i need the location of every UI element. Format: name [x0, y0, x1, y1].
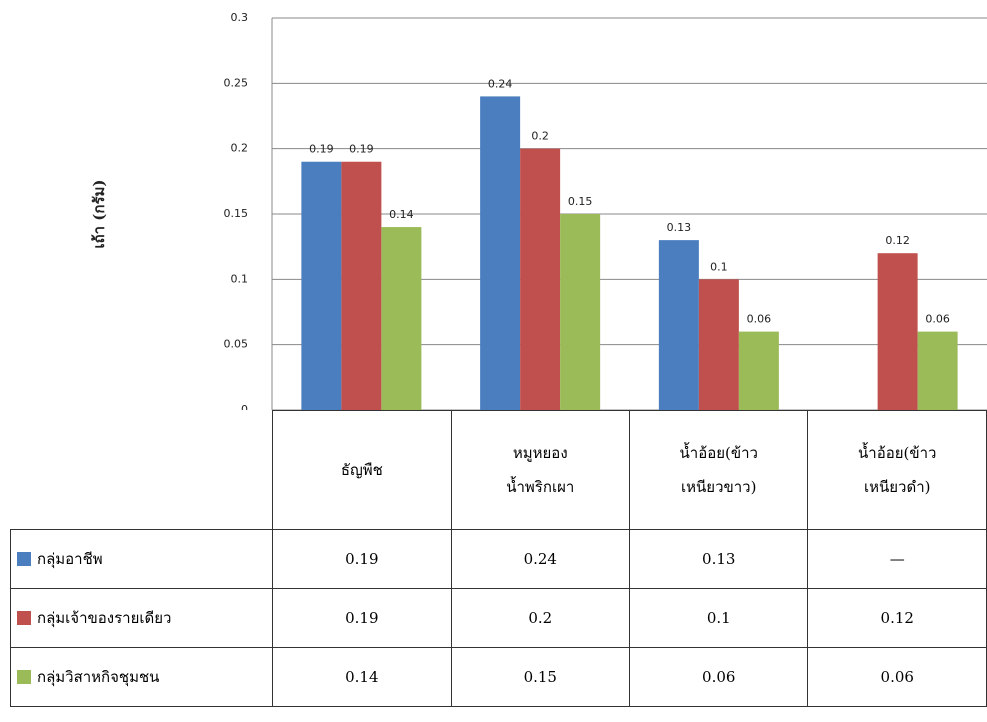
- data-label: 0.14: [389, 208, 414, 221]
- legend-label: กลุ่มอาชีพ: [37, 550, 103, 568]
- y-tick-label: 0.3: [231, 11, 249, 24]
- legend-cell: กลุ่มอาชีพ: [11, 530, 273, 589]
- y-tick-label: 0.15: [224, 207, 249, 220]
- category-label: หมูหยอง น้ำพริกเผา: [451, 411, 629, 530]
- table-value: 0.19: [273, 530, 451, 589]
- table-value: 0.06: [808, 648, 987, 707]
- y-axis-label: เถ้า (กรัม): [90, 179, 108, 248]
- bar: [918, 332, 958, 410]
- data-label: 0.06: [925, 313, 950, 326]
- bar: [878, 253, 918, 410]
- bar: [381, 227, 421, 410]
- table-value: 0.12: [808, 589, 987, 648]
- bar: [341, 162, 381, 410]
- data-label: 0.19: [309, 143, 334, 156]
- data-label: 0.06: [747, 313, 772, 326]
- y-tick-label: 0.05: [224, 338, 249, 351]
- y-tick-label: 0.1: [231, 272, 249, 285]
- data-table: ธัญพืชหมูหยอง น้ำพริกเผาน้ำอ้อย(ข้าว เหน…: [10, 410, 987, 707]
- data-label: 0.15: [568, 195, 593, 208]
- bar: [699, 279, 739, 410]
- table-value: 0.24: [451, 530, 629, 589]
- data-label: 0.12: [885, 234, 910, 247]
- data-label: 0.13: [667, 221, 692, 234]
- y-tick-label: 0: [241, 403, 248, 410]
- blank-cell: [11, 411, 273, 530]
- bar: [739, 332, 779, 410]
- category-label: น้ำอ้อย(ข้าว เหนียวขาว): [630, 411, 808, 530]
- table-value: 0.13: [630, 530, 808, 589]
- legend-swatch: [17, 670, 31, 684]
- table-value: 0.19: [273, 589, 451, 648]
- legend-cell: กลุ่มเจ้าของรายเดียว: [11, 589, 273, 648]
- legend-cell: กลุ่มวิสาหกิจชุมชน: [11, 648, 273, 707]
- category-label: น้ำอ้อย(ข้าว เหนียวดำ): [808, 411, 987, 530]
- header-row: ธัญพืชหมูหยอง น้ำพริกเผาน้ำอ้อย(ข้าว เหน…: [11, 411, 987, 530]
- bar: [659, 240, 699, 410]
- legend-label: กลุ่มเจ้าของรายเดียว: [37, 609, 171, 627]
- table-value: 0.15: [451, 648, 629, 707]
- data-label: 0.1: [710, 260, 728, 273]
- table-value: —: [808, 530, 987, 589]
- bar: [480, 96, 520, 410]
- data-label: 0.24: [488, 77, 513, 90]
- data-label: 0.19: [349, 143, 374, 156]
- table-value: 0.1: [630, 589, 808, 648]
- legend-swatch: [17, 611, 31, 625]
- bar: [560, 214, 600, 410]
- bar: [520, 149, 560, 410]
- table-value: 0.2: [451, 589, 629, 648]
- page: {"chart_data": {"type": "bar", "y_label"…: [0, 0, 987, 722]
- table-value: 0.06: [630, 648, 808, 707]
- category-label: ธัญพืช: [273, 411, 451, 530]
- chart: เถ้า (กรัม) 0 0.05 0.1 0.15 0.2 0.25 0.3 0.19 0.…: [0, 0, 987, 410]
- legend-swatch: [17, 552, 31, 566]
- table-value: 0.14: [273, 648, 451, 707]
- y-tick-label: 0.25: [224, 76, 249, 89]
- legend-label: กลุ่มวิสาหกิจชุมชน: [37, 668, 159, 686]
- data-label: 0.2: [531, 130, 549, 143]
- y-tick-label: 0.2: [231, 142, 249, 155]
- bar: [301, 162, 341, 410]
